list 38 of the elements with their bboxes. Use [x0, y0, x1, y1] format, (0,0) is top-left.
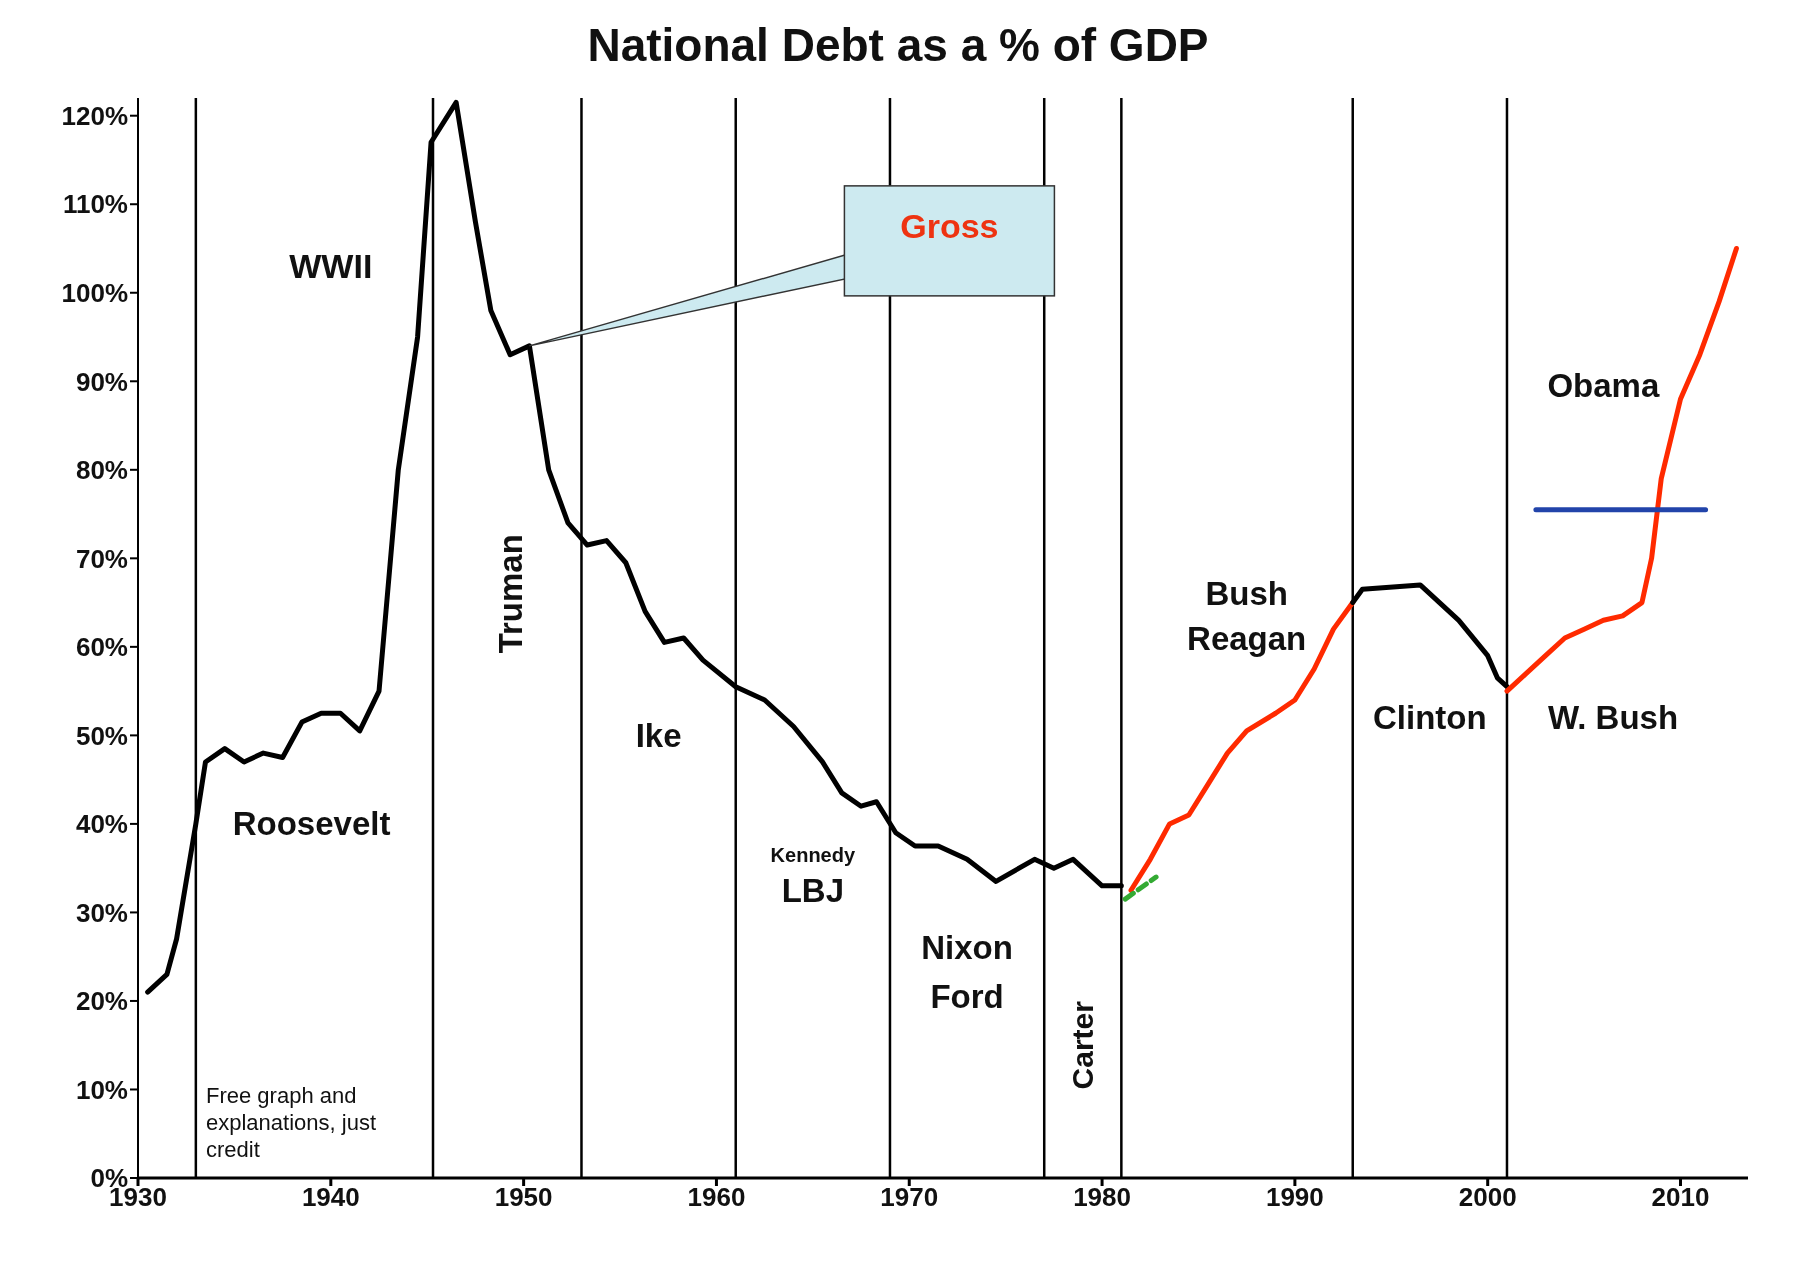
annotation: Clinton: [1373, 699, 1487, 737]
x-tick-label: 2010: [1651, 1182, 1710, 1213]
annotation: Bush: [1205, 575, 1288, 613]
y-tick-label: 110%: [62, 189, 128, 220]
x-tick-label: 1940: [301, 1182, 360, 1213]
x-tick-label: 1980: [1073, 1182, 1131, 1213]
y-tick-label: 90%: [75, 366, 128, 397]
y-tick-label: 60%: [75, 632, 128, 663]
y-tick-label: 100%: [61, 277, 128, 308]
annotation: Kennedy: [770, 843, 856, 866]
x-tick-label: 1960: [687, 1182, 746, 1213]
y-tick-label: 10%: [75, 1074, 128, 1105]
annotation: Reagan: [1187, 619, 1307, 657]
callout-box: Gross: [528, 185, 1056, 347]
y-tick-label: 40%: [75, 809, 128, 840]
annotation: W. Bush: [1547, 699, 1679, 737]
annotation: Ford: [930, 978, 1004, 1016]
annotation: Truman: [491, 534, 529, 654]
y-tick-label: 50%: [75, 720, 128, 751]
annotation: LBJ: [781, 871, 845, 909]
annotation: Nixon: [921, 929, 1013, 967]
chart-title: National Debt as a % of GDP: [586, 18, 1210, 72]
x-tick-label: 1970: [880, 1182, 939, 1213]
y-tick-label: 80%: [75, 455, 128, 486]
annotation: Free graph and explanations, just credit: [206, 1082, 377, 1163]
y-tick-label: 30%: [75, 897, 128, 928]
x-tick-label: 1950: [494, 1182, 553, 1213]
y-tick-label: 70%: [75, 543, 128, 574]
annotation: Gross: [900, 206, 999, 245]
annotation: Roosevelt: [232, 805, 391, 843]
annotation: Carter: [1066, 1000, 1100, 1090]
x-tick-label: 2000: [1458, 1182, 1517, 1213]
annotation: WWII: [289, 247, 373, 286]
annotation: Ike: [635, 716, 682, 754]
y-tick-label: 120%: [61, 100, 128, 131]
y-tick-label: 20%: [75, 986, 128, 1017]
x-tick-label: 1990: [1265, 1182, 1324, 1213]
annotation: Obama: [1547, 367, 1660, 405]
